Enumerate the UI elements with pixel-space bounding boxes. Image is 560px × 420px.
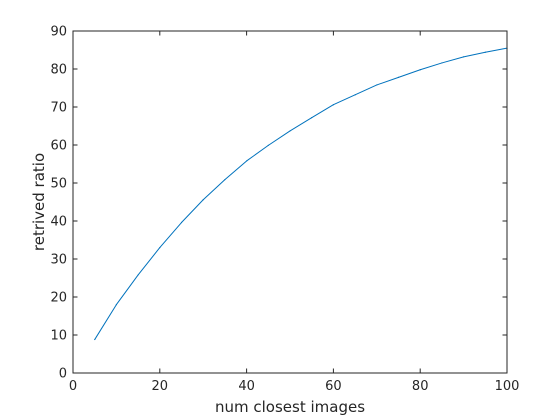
data-point: [419, 69, 421, 71]
data-point: [267, 144, 269, 146]
data-point: [115, 304, 117, 306]
y-tick-label: 50: [50, 177, 67, 192]
data-point: [376, 84, 378, 86]
plot-area: [73, 31, 507, 373]
data-point: [180, 221, 183, 224]
data-point: [224, 178, 226, 181]
data-point: [332, 104, 334, 106]
data-point: [246, 160, 248, 162]
y-tick-label: 0: [59, 367, 67, 382]
data-point: [159, 247, 161, 249]
x-tick-label: 80: [412, 379, 429, 394]
data-point: [441, 62, 443, 64]
y-tick-label: 90: [50, 25, 67, 40]
x-tick-label: 60: [325, 379, 342, 394]
y-tick-label: 80: [50, 63, 67, 78]
data-point: [354, 94, 356, 96]
data-point: [137, 274, 139, 276]
series-layer: [94, 47, 508, 341]
x-tick-label: 100: [495, 379, 520, 394]
x-tick-label: 20: [152, 379, 169, 394]
y-axis-ticks: 0 10 20 30 40 50 60 70 80 90: [50, 25, 507, 382]
y-tick-label: 10: [50, 329, 67, 344]
series-line: [94, 47, 508, 340]
y-tick-label: 60: [50, 139, 67, 154]
x-tick-label: 40: [238, 379, 255, 394]
x-axis-title: num closest images: [215, 398, 365, 416]
y-tick-label: 40: [50, 215, 67, 230]
axes-box: [72, 30, 508, 374]
data-point: [311, 117, 313, 119]
y-tick-label: 70: [50, 101, 67, 116]
data-point: [463, 56, 465, 58]
y-axis-title: retrived ratio: [30, 153, 48, 251]
data-point: [94, 338, 96, 341]
x-axis-ticks: 0 20 40 60 80 100: [69, 31, 520, 394]
data-point: [484, 51, 486, 53]
data-point: [202, 199, 204, 201]
y-tick-label: 30: [50, 253, 67, 268]
x-tick-label: 0: [69, 379, 77, 394]
y-tick-label: 20: [50, 291, 67, 306]
data-point: [397, 76, 400, 78]
data-point: [289, 130, 291, 132]
